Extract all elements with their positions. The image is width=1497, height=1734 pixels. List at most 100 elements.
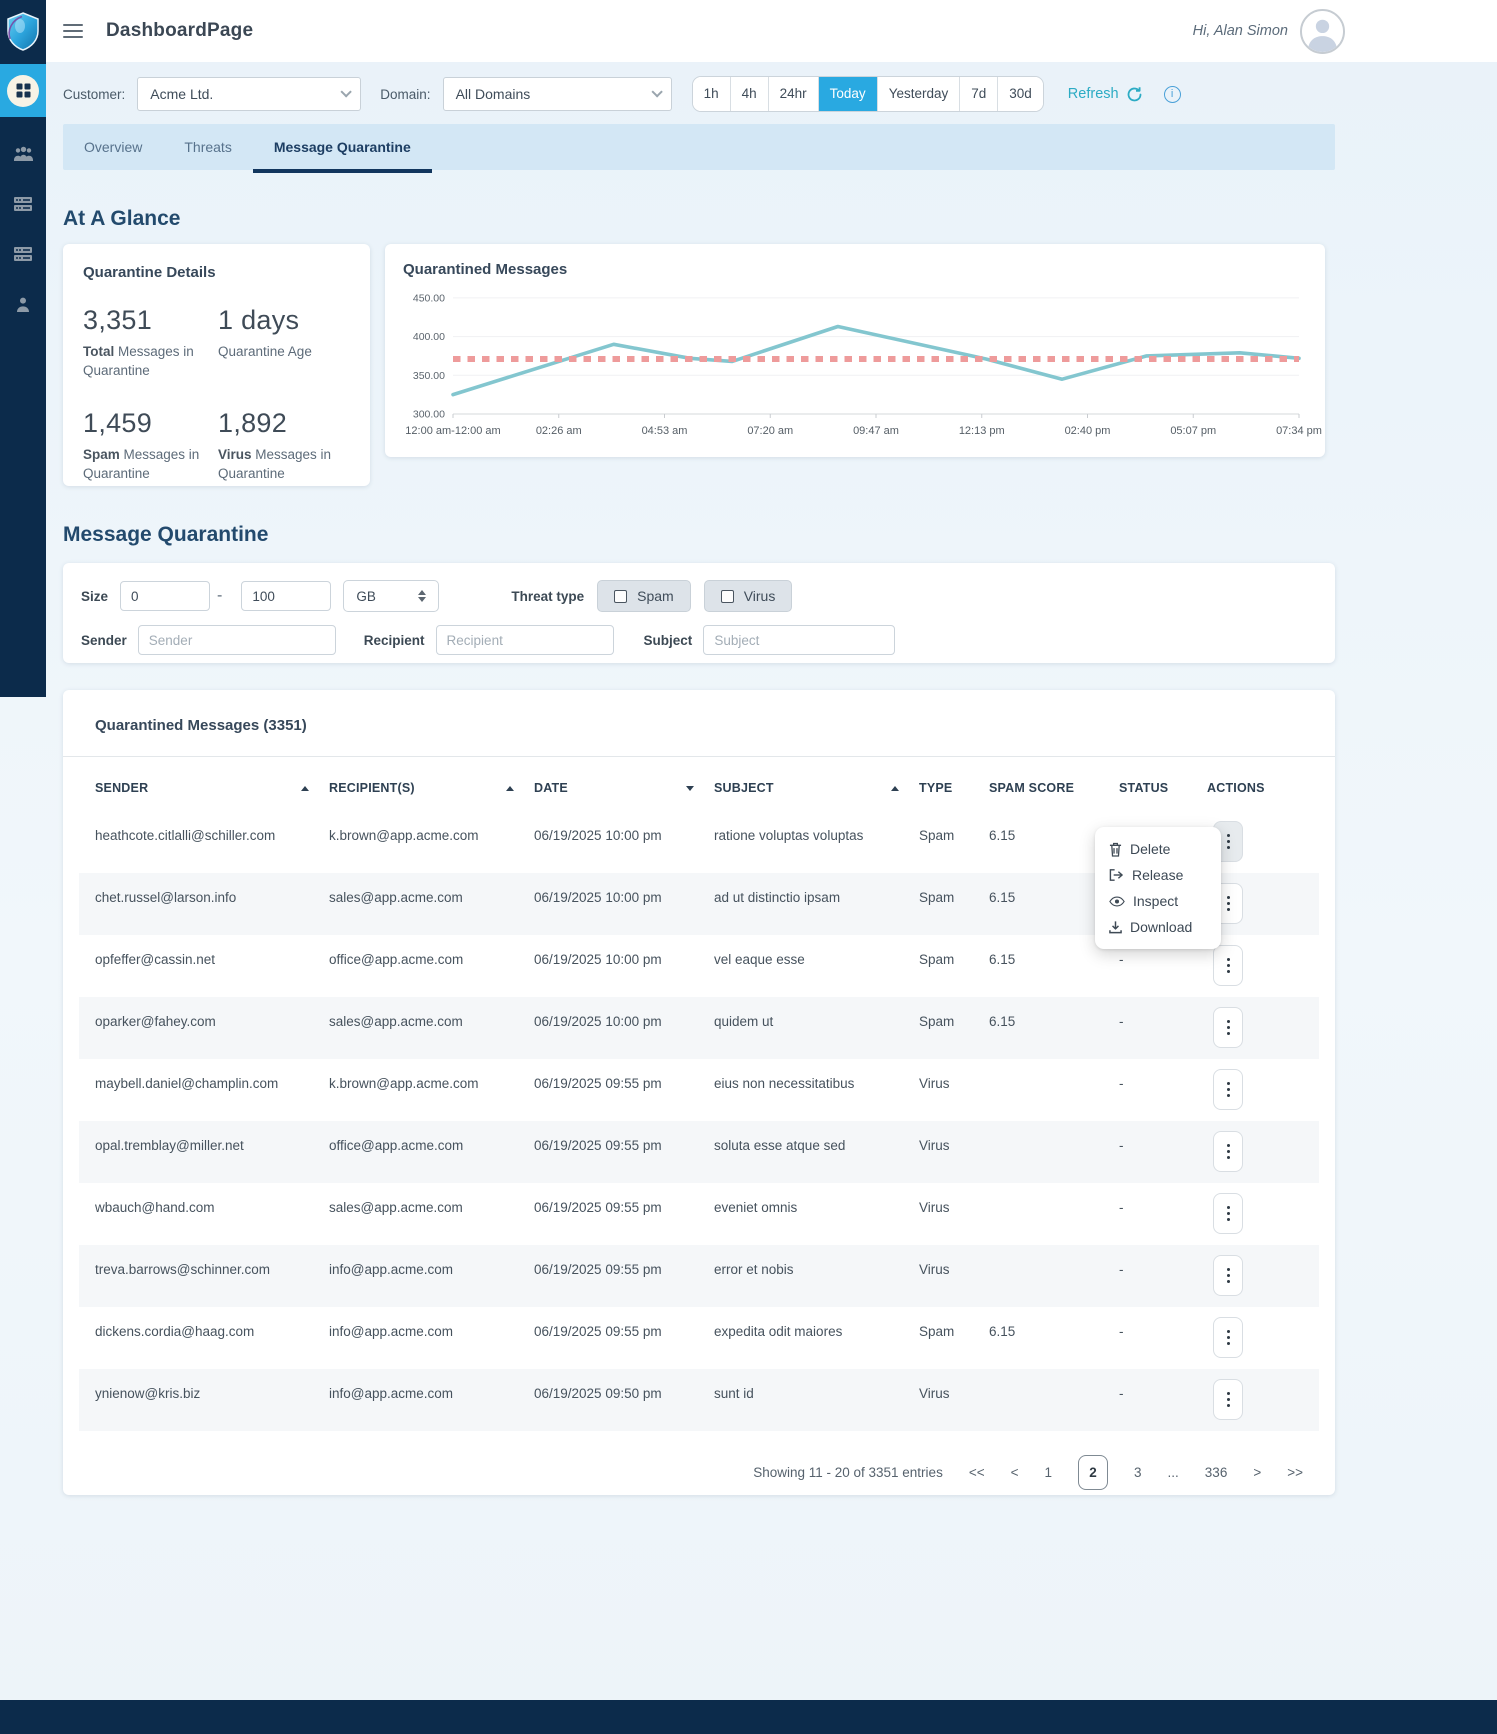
stats-grid: 3,351 Total Messages in Quarantine 1 days Q… (83, 305, 350, 484)
menu-item-download[interactable]: Download (1095, 914, 1221, 940)
range-button-1h[interactable]: 1h (692, 77, 730, 111)
sidebar-item-dashboard[interactable] (0, 64, 46, 117)
cell-status: - (1119, 1076, 1124, 1091)
sidebar-item-servers[interactable] (0, 179, 46, 229)
hamburger-menu-icon[interactable] (63, 24, 83, 38)
pager-next[interactable]: > (1253, 1465, 1262, 1480)
size-max-input[interactable] (241, 581, 332, 611)
column-header-sender[interactable]: SENDER (95, 781, 329, 795)
divider (63, 756, 1335, 757)
pagination: Showing 11 - 20 of 3351 entries << <1 2 3..… (95, 1455, 1303, 1490)
row-actions-button[interactable] (1213, 1255, 1243, 1296)
row-actions-button[interactable] (1213, 1379, 1243, 1420)
cell-sender: opal.tremblay@miller.net (95, 1138, 244, 1153)
kebab-dot (1226, 1391, 1230, 1395)
pager-page-336[interactable]: 336 (1204, 1465, 1228, 1480)
line-chart-svg: 450.00 400.00 350.00 300.00 12:00 am-12:00 a… (405, 292, 1322, 437)
range-button-7d[interactable]: 7d (959, 77, 998, 111)
chevron-down-icon (651, 86, 663, 98)
recipient-input[interactable] (435, 625, 614, 655)
column-header-type[interactable]: TYPE (919, 781, 989, 795)
cell-date: 06/19/2025 10:00 pm (534, 1014, 662, 1029)
threat-type-spam-toggle[interactable]: Spam (597, 580, 691, 612)
row-actions-button[interactable] (1213, 1317, 1243, 1358)
row-actions-button[interactable] (1213, 1193, 1243, 1234)
cell-type: Spam (919, 952, 955, 967)
tab-overview[interactable]: Overview (84, 139, 143, 155)
cell-actions (1207, 1183, 1271, 1245)
threat-type-virus-toggle[interactable]: Virus (703, 580, 793, 612)
pager-prev[interactable]: < (1010, 1465, 1019, 1480)
kebab-dot (1226, 1218, 1230, 1222)
column-header-recipient-s[interactable]: RECIPIENT(S) (329, 781, 534, 795)
customer-select[interactable]: Acme Ltd. (137, 77, 362, 111)
row-actions-button[interactable] (1213, 945, 1243, 986)
cell-type: Spam (919, 1014, 955, 1029)
menu-item-release[interactable]: Release (1095, 862, 1221, 888)
stat-label: Quarantine Age (218, 344, 312, 359)
menu-item-delete[interactable]: Delete (1095, 836, 1221, 862)
column-header-date[interactable]: DATE (534, 781, 714, 795)
pager-last[interactable]: >> (1287, 1465, 1303, 1480)
kebab-dot (1226, 1274, 1230, 1277)
range-button-today[interactable]: Today (817, 77, 877, 111)
cell-actions (1207, 1307, 1271, 1369)
row-actions-button[interactable] (1213, 1007, 1243, 1048)
info-icon[interactable]: i (1163, 85, 1181, 103)
subject-input[interactable] (703, 625, 896, 655)
range-button-24hr[interactable]: 24hr (767, 77, 818, 111)
column-header-subject[interactable]: SUBJECT (714, 781, 919, 795)
cell-actions (1207, 1121, 1271, 1183)
sidebar-item-users[interactable] (0, 129, 46, 179)
cell-sender: opfeffer@cassin.net (95, 952, 216, 967)
tab-threats[interactable]: Threats (184, 139, 232, 155)
pager-page-1[interactable]: 1 (1044, 1465, 1053, 1480)
checkbox-icon (614, 589, 628, 603)
cell-spam-score (989, 1121, 1119, 1183)
kebab-dot (1226, 1143, 1230, 1147)
cell-date: 06/19/2025 09:55 pm (534, 1324, 662, 1339)
refresh-button[interactable]: Refresh (1068, 86, 1143, 103)
table-row: dickens.cordia@haag.com info@app.acme.com… (79, 1307, 1319, 1369)
user-avatar[interactable] (1300, 8, 1345, 54)
pager: << <1 2 3... 336 > >> (969, 1455, 1303, 1490)
cell-spam-score: 6.15 (989, 828, 1016, 843)
cell-type: Virus (919, 1386, 950, 1401)
stat-label: Total Messages in Quarantine (83, 344, 194, 378)
sender-input[interactable] (137, 625, 336, 655)
kebab-dot (1226, 1094, 1230, 1098)
message-quarantine-heading: Message Quarantine (63, 523, 269, 546)
cell-status: - (1119, 1386, 1124, 1401)
sidebar-item-storage[interactable] (0, 229, 46, 279)
size-unit-select[interactable]: GB (343, 580, 440, 612)
app-logo[interactable] (0, 0, 46, 64)
domain-select-value: All Domains (455, 86, 531, 102)
sidebar-item-profile[interactable] (0, 279, 46, 329)
column-label: DATE (534, 781, 568, 795)
range-button-yesterday[interactable]: Yesterday (876, 77, 960, 111)
range-button-30d[interactable]: 30d (997, 77, 1043, 111)
menu-item-inspect[interactable]: Inspect (1095, 888, 1221, 914)
cell-type: Virus (919, 1138, 950, 1153)
row-actions-button[interactable] (1213, 1069, 1243, 1110)
global-filter-bar: Customer: Acme Ltd. Domain: All Domains … (63, 62, 1335, 116)
column-header-actions[interactable]: ACTIONS (1207, 781, 1271, 795)
kebab-dot (1226, 1150, 1230, 1153)
tab-message-quarantine[interactable]: Message Quarantine (252, 124, 432, 173)
column-header-status[interactable]: STATUS (1119, 781, 1207, 795)
tab-bar: Overview Threats Message Quarantine (63, 124, 1335, 173)
column-label: SUBJECT (714, 781, 774, 795)
cell-status: - (1119, 1262, 1124, 1277)
pager-page-2[interactable]: 2 (1078, 1455, 1109, 1490)
pager-page-3[interactable]: 3 (1134, 1465, 1142, 1480)
pager-first[interactable]: << (968, 1465, 985, 1480)
column-header-spam-score[interactable]: SPAM SCORE (989, 781, 1119, 795)
size-min-input[interactable] (120, 581, 211, 611)
chevron-down-icon (340, 86, 353, 98)
domain-select[interactable]: All Domains (442, 77, 672, 111)
menu-item-label: Release (1132, 867, 1184, 883)
row-actions-button[interactable] (1213, 1131, 1243, 1172)
kebab-dot (1226, 895, 1230, 899)
range-button-4h[interactable]: 4h (729, 77, 768, 111)
cell-spam-score (989, 1059, 1119, 1121)
